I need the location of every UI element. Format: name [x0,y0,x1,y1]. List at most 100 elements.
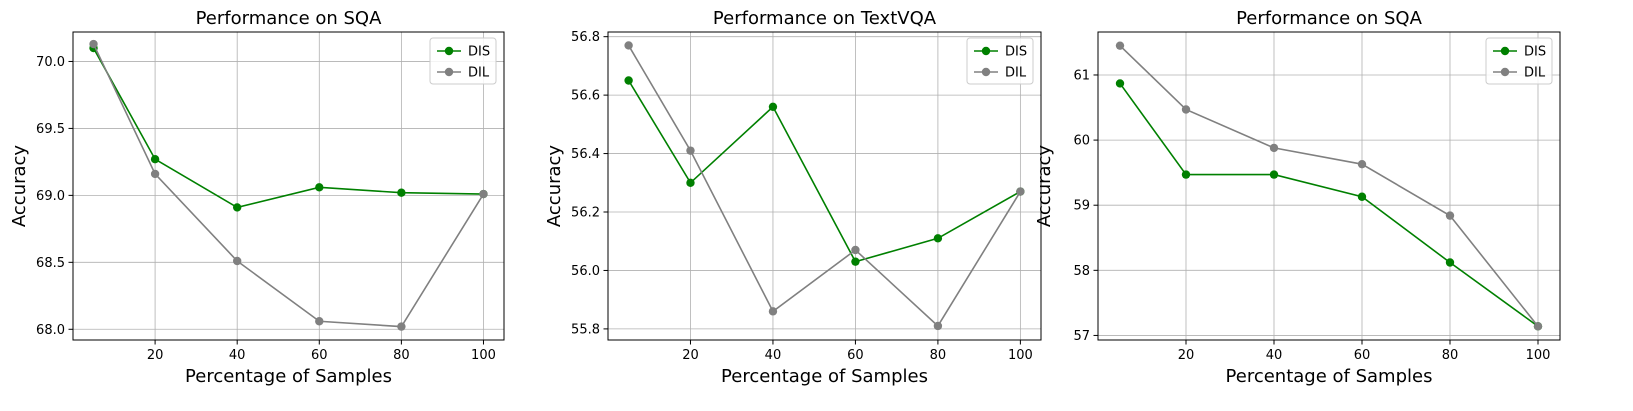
chart-1-dil-point [232,256,242,266]
chart-2-dil-point [933,321,943,331]
chart-3-xlabel: Percentage of Samples [1226,366,1433,387]
chart-3-dil-point [1445,211,1455,220]
chart-3-dis-point [1181,170,1191,179]
chart-3-ytick-label: 59 [1073,199,1090,214]
chart-1-legend-dis-marker [444,46,454,56]
chart-3-legend: DIS DIL [1485,37,1553,85]
chart-1-dis-point [397,188,406,197]
chart-1-ytick-label: 69.5 [36,122,65,137]
chart-3: 20 40 60 80 100 57 58 59 60 61 Performance on SQA P… [1034,8,1561,387]
chart-2-dil-point [686,146,695,155]
chart-2-ytick-label: 56.6 [571,89,600,104]
chart-3-dil-point [1181,105,1191,114]
chart-2-series-dil-line [627,45,1022,328]
chart-3-legend-dis-marker [1500,46,1510,56]
chart-2-xtick-label: 60 [847,348,864,363]
chart-3-xtick-label: 60 [1354,348,1371,363]
chart-2-legend-dil-marker [981,67,991,77]
chart-1-xtick-label: 100 [471,348,496,363]
chart-2-dil-point [1016,187,1025,196]
chart-2-xtick-label: 100 [1008,348,1033,363]
chart-3-axes-frame [1097,31,1561,341]
chart-1-title: Performance on SQA [196,8,383,29]
chart-3-series-dis-line [1119,82,1539,327]
chart-2-ylabel: Accuracy [544,145,565,228]
chart-1-dil-point [397,322,406,331]
chart-3-dil-point [1115,41,1125,50]
chart-2-dis-point [933,234,943,243]
chart-2-axes-frame [607,31,1042,341]
chart-3-xtick-label: 80 [1442,348,1459,363]
chart-2-dil-point [624,41,633,50]
chart-2-ytick-label: 56.2 [571,206,600,221]
chart-2-dil-point [768,307,778,316]
chart-3-xtick-label: 40 [1266,348,1283,363]
chart-3-dis-point [1445,258,1455,267]
chart-1-series-dil-line [92,43,485,328]
chart-3-ytick-label: 58 [1073,264,1090,279]
chart-1-dis-point [315,183,324,192]
chart-1: 20 40 60 80 100 68.0 68.5 69.0 69.5 70.0 Performan… [9,8,505,387]
chart-2-ytick-label: 56.8 [571,30,600,45]
chart-1-dil-point [479,189,488,199]
chart-1-xtick-label: 80 [393,348,410,363]
chart-2-xtick-label: 80 [930,348,947,363]
chart-1-xtick-label: 20 [147,348,164,363]
chart-3-ytick-label: 57 [1073,329,1090,344]
chart-1-ytick-label: 68.0 [36,323,65,338]
chart-1-dil-point [89,39,98,49]
chart-2-legend: DIS DIL [966,37,1034,85]
chart-1-xtick-label: 40 [229,348,246,363]
chart-1-ytick-label: 69.0 [36,189,65,204]
chart-2-dis-point [768,102,778,112]
chart-3-title: Performance on SQA [1236,8,1423,29]
chart-2-title: Performance on TextVQA [713,8,937,29]
chart-3-legend-dil-label: DIL [1524,66,1546,81]
chart-2-legend-dis-label: DIS [1005,45,1027,60]
chart-1-ytick-label: 68.5 [36,256,65,271]
chart-2-dil-point [851,245,860,255]
chart-1-dis-point [150,155,160,164]
chart-3-dis-point [1269,170,1279,179]
chart-1-ylabel: Accuracy [9,145,30,228]
chart-1-legend: DIS DIL [429,37,497,85]
chart-1-xlabel: Percentage of Samples [185,366,392,387]
chart-2-ytick-label: 56.0 [571,264,600,279]
chart-3-dil-point [1357,159,1367,169]
chart-3-ylabel: Accuracy [1034,145,1055,228]
chart-2-ytick-label: 56.4 [571,147,600,162]
chart-3-dil-point [1269,143,1279,153]
chart-3-ytick-label: 61 [1073,68,1090,83]
chart-1-series-dis-line [92,47,484,209]
chart-3-dil-point [1533,322,1543,331]
chart-2-dis-point [851,257,860,266]
chart-1-dil-point [150,169,160,179]
chart-3-dis-point [1357,192,1367,201]
chart-1-dil-point [315,317,324,326]
chart-2: 20 40 60 80 100 55.8 56.0 56.2 56.4 56.6 56.8 Perfo… [544,8,1042,387]
chart-1-ytick-label: 70.0 [36,55,65,70]
chart-1-axes-frame [72,31,505,341]
chart-3-xtick-label: 20 [1178,348,1195,363]
chart-3-xtick-label: 100 [1526,348,1551,363]
chart-3-ytick-label: 60 [1073,134,1090,149]
chart-2-legend-dil-label: DIL [1005,66,1027,81]
chart-2-xlabel: Percentage of Samples [721,366,928,387]
chart-2-legend-dis-marker [981,46,991,56]
chart-2-series-dis-line [627,80,1021,263]
chart-2-xtick-label: 40 [765,348,782,363]
chart-2-ytick-label: 55.8 [571,322,600,337]
chart-3-series-dil-line [1119,45,1539,327]
chart-2-xtick-label: 20 [682,348,699,363]
chart-1-dis-point [232,203,242,212]
chart-1-legend-dil-label: DIL [468,66,490,81]
chart-2-dis-point [686,178,695,187]
chart-2-dis-point [624,76,633,85]
chart-3-legend-dis-label: DIS [1524,45,1546,60]
chart-1-legend-dis-label: DIS [468,45,490,60]
chart-1-xtick-label: 60 [311,348,328,363]
chart-3-dis-point [1115,79,1125,88]
chart-3-legend-dil-marker [1500,67,1510,77]
chart-1-legend-dil-marker [444,67,454,77]
